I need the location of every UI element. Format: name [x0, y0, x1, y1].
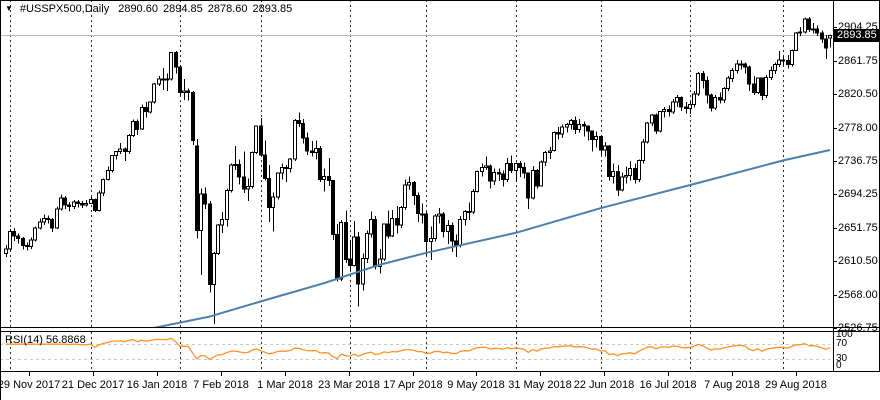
time-axis-tick: [285, 372, 286, 376]
date-label: 21 Dec 2017: [61, 379, 125, 391]
open-value: 2890.60: [118, 3, 158, 15]
chart-shift-marker-icon[interactable]: ▼: [5, 4, 13, 13]
date-label: 7 Feb 2018: [193, 379, 249, 391]
price-axis-tick: [833, 128, 837, 129]
time-axis-tick: [540, 372, 541, 376]
price-axis-tick: [833, 61, 837, 62]
date-label: 29 Aug 2018: [765, 379, 827, 391]
date-label: 17 Apr 2018: [383, 379, 443, 391]
price-axis-label: 2778.00: [838, 122, 878, 134]
pane-splitter-top[interactable]: [0, 327, 880, 328]
rsi-pane[interactable]: [0, 332, 834, 371]
time-axis-tick: [796, 372, 797, 376]
rsi-indicator-label: RSI(14) 56.8868: [5, 334, 86, 346]
rsi-scale-label: 30: [836, 353, 848, 364]
price-axis-tick: [833, 161, 837, 162]
price-axis-label: 2861.75: [838, 55, 878, 67]
moving-average-line: [154, 149, 831, 327]
chart-header: ▼ #USSPX500,Daily 2890.60 2894.85 2878.60 289…: [5, 3, 297, 15]
rsi-scale-label: 70: [836, 338, 848, 349]
rsi-grid-vertical: [10, 332, 784, 371]
price-axis-label: 2610.50: [838, 255, 878, 267]
price-axis-label: 2651.75: [838, 222, 878, 234]
grid-vertical: [10, 0, 784, 327]
date-label: 29 Nov 2017: [0, 379, 61, 391]
time-axis-tick: [604, 372, 605, 376]
frame-top: [0, 0, 880, 1]
high-value: 2894.85: [162, 3, 203, 15]
rsi-scale-label: 0: [836, 360, 842, 371]
time-axis-tick: [29, 372, 30, 376]
time-axis-tick: [349, 372, 350, 376]
date-label: 1 Mar 2018: [257, 379, 313, 391]
price-axis-label: 2526.75: [838, 322, 878, 334]
candles-group: [4, 16, 832, 324]
price-axis-label: 2820.50: [838, 88, 878, 100]
time-axis-tick: [93, 372, 94, 376]
price-axis-label: 2904.25: [838, 21, 878, 33]
time-axis-tick: [157, 372, 158, 376]
time-axis-tick: [476, 372, 477, 376]
price-axis-label: 2736.75: [838, 155, 878, 167]
current-price-tag: 2893.85: [834, 29, 880, 42]
price-axis-separator: [833, 0, 834, 371]
time-axis-tick: [732, 372, 733, 376]
rsi-scale-label: 100: [836, 329, 853, 340]
rsi-line: [5, 337, 831, 361]
price-axis-tick: [833, 27, 837, 28]
date-label: 31 May 2018: [508, 379, 572, 391]
price-axis-tick: [833, 261, 837, 262]
date-label: 23 Mar 2018: [318, 379, 380, 391]
date-label: 7 Aug 2018: [704, 379, 760, 391]
rsi-level-lines: [0, 344, 830, 360]
low-value: 2878.60: [207, 3, 248, 15]
time-axis-tick: [221, 372, 222, 376]
date-label: 16 Jan 2018: [126, 379, 188, 391]
frame-left: [0, 0, 1, 400]
price-axis-tick: [833, 94, 837, 95]
rsi-value: 56.8868: [45, 334, 86, 346]
pane-splitter-bottom[interactable]: [0, 331, 880, 332]
time-axis-tick: [413, 372, 414, 376]
price-axis-tick: [833, 194, 837, 195]
price-axis-label: 2568.00: [838, 289, 878, 301]
rsi-name: RSI(14): [5, 334, 43, 346]
time-axis-separator: [0, 371, 880, 372]
price-axis-tick: [833, 228, 837, 229]
price-axis-tick: [833, 295, 837, 296]
date-label: 16 Jul 2018: [639, 379, 697, 391]
close-value: 2893.85: [252, 3, 293, 15]
symbol-period-label: #USSPX500,Daily: [19, 3, 110, 15]
price-chart-pane[interactable]: [0, 0, 834, 327]
price-axis-label: 2694.25: [838, 188, 878, 200]
date-label: 9 May 2018: [447, 379, 505, 391]
date-label: 22 Jun 2018: [573, 379, 635, 391]
price-axis-tick: [833, 328, 837, 329]
time-axis-tick: [668, 372, 669, 376]
